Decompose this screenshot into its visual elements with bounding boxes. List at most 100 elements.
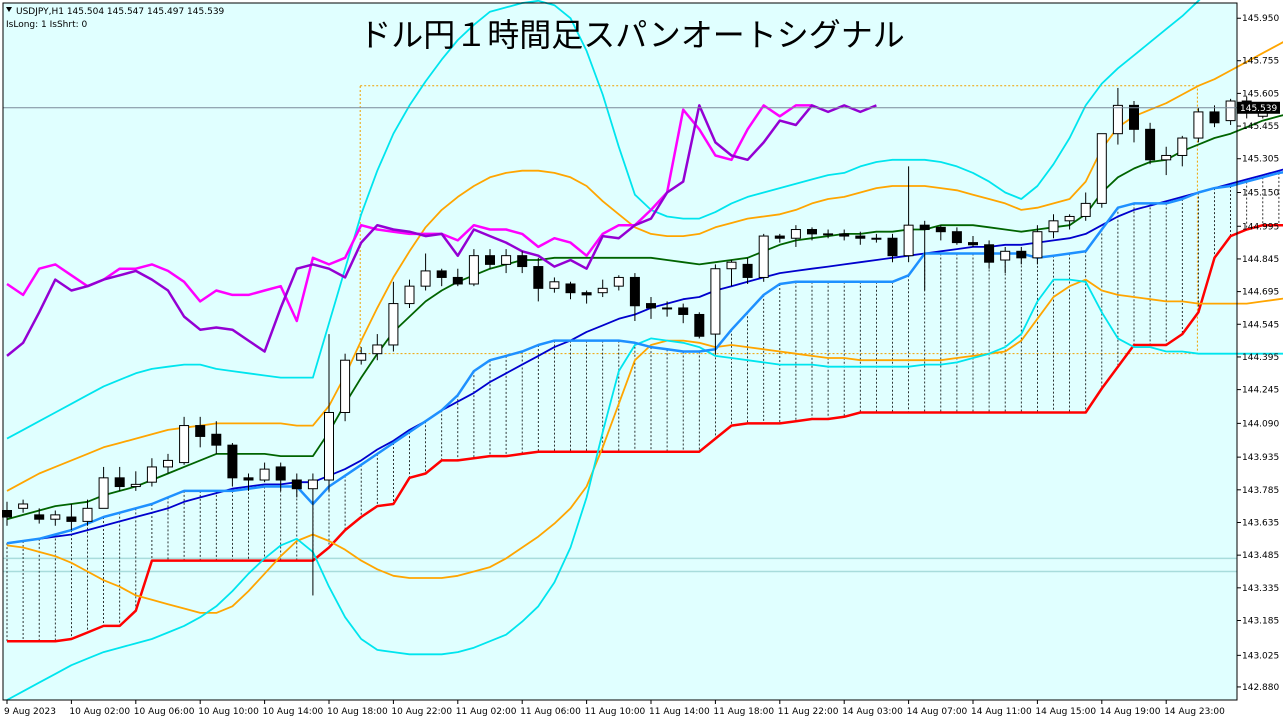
- x-tick-label: 14 Aug 19:00: [1100, 707, 1161, 717]
- candle-body: [774, 235, 785, 239]
- indicator-line: [7, 223, 1283, 643]
- candle-body: [839, 233, 850, 237]
- y-tick-label: 145.455: [1242, 122, 1279, 132]
- plot-frame: [2, 2, 1238, 701]
- candle-body: [565, 283, 576, 294]
- y-tick-label: 144.695: [1242, 288, 1279, 298]
- x-tick-label: 10 Aug 22:00: [391, 707, 452, 717]
- candle-body: [726, 261, 737, 270]
- candle-body: [887, 237, 898, 257]
- candle-body: [807, 229, 817, 235]
- candle-body: [130, 483, 141, 488]
- candle-body: [1193, 111, 1204, 139]
- candle-body: [694, 313, 705, 337]
- candle-body: [549, 281, 560, 289]
- y-tick-label: 144.245: [1242, 386, 1279, 396]
- y-tick-label: 143.025: [1242, 651, 1279, 661]
- candle-body: [275, 466, 286, 481]
- candle-body: [1064, 215, 1075, 222]
- candle-body: [227, 444, 238, 479]
- candle-body: [629, 276, 640, 307]
- y-tick-label: 143.185: [1242, 616, 1279, 626]
- candle-body: [195, 425, 206, 437]
- candle-body: [533, 266, 544, 289]
- x-tick-label: 11 Aug 10:00: [585, 707, 646, 717]
- indicator-line: [6, 278, 1283, 701]
- indicator-lines: [6, 0, 1283, 701]
- candle-body: [1161, 154, 1172, 161]
- candle-body: [742, 263, 753, 278]
- candle-body: [919, 224, 930, 231]
- candle-body: [758, 235, 769, 278]
- y-tick-label: 145.950: [1242, 14, 1279, 24]
- x-tick-label: 11 Aug 14:00: [649, 707, 710, 717]
- x-tick-label: 14 Aug 03:00: [842, 707, 903, 717]
- collapse-triangle-icon[interactable]: [6, 7, 12, 12]
- candle-body: [1177, 137, 1188, 156]
- y-tick-label: 143.335: [1242, 584, 1279, 594]
- candle-body: [951, 231, 962, 244]
- candle-body: [903, 224, 914, 257]
- x-tick-label: 10 Aug 06:00: [134, 707, 195, 717]
- x-tick-label: 9 Aug 2023: [4, 707, 56, 717]
- indicator-line: [6, 41, 1283, 492]
- candle-body: [307, 479, 318, 490]
- y-tick-label: 144.395: [1242, 353, 1279, 363]
- candle-body: [436, 270, 447, 278]
- x-tick-label: 14 Aug 11:00: [971, 707, 1032, 717]
- candle-body: [82, 507, 93, 522]
- candle-body: [501, 255, 512, 265]
- candle-body: [1048, 220, 1059, 233]
- candle-body: [984, 244, 995, 263]
- indicator-line: [6, 104, 812, 323]
- candle-body: [823, 233, 834, 236]
- candle-body: [259, 468, 270, 481]
- x-axis: 9 Aug 2023 10 Aug 02:00 10 Aug 06:00 10 Aug…: [4, 700, 1225, 717]
- candle-body: [1225, 100, 1236, 122]
- indicator-line: [6, 104, 877, 357]
- x-tick-label: 14 Aug 15:00: [1035, 707, 1096, 717]
- candle-body: [1080, 202, 1091, 217]
- candle-body: [871, 237, 882, 240]
- x-tick-label: 10 Aug 02:00: [69, 707, 130, 717]
- candle-body: [1096, 133, 1107, 204]
- candle-body: [1032, 231, 1043, 259]
- candle-body: [452, 276, 463, 285]
- candle-body: [855, 235, 866, 239]
- y-tick-label: 144.995: [1242, 222, 1279, 232]
- candle-body: [243, 477, 254, 481]
- y-axis: 145.950 145.755 145.605 145.455 145.305 145.1…: [1237, 14, 1279, 693]
- candle-body: [372, 344, 383, 355]
- candle-body: [678, 307, 689, 315]
- candle-body: [646, 303, 656, 309]
- y-tick-label: 144.545: [1242, 320, 1279, 330]
- candle-body: [50, 514, 61, 520]
- candle-body: [1000, 250, 1011, 261]
- candle-body: [1016, 250, 1027, 259]
- y-tick-label: 144.845: [1242, 255, 1279, 265]
- candle-body: [1112, 104, 1123, 135]
- candle-body: [388, 303, 399, 346]
- candle-body: [98, 477, 109, 509]
- y-tick-label: 142.880: [1242, 683, 1279, 693]
- x-tick-label: 11 Aug 06:00: [520, 707, 581, 717]
- indicator-line: [6, 114, 1283, 521]
- candle-body: [517, 255, 528, 268]
- candle-body: [662, 307, 673, 310]
- candle-body: [18, 503, 29, 509]
- y-tick-label: 143.935: [1242, 453, 1279, 463]
- candle-body: [163, 459, 173, 468]
- candle-body: [420, 270, 431, 287]
- x-tick-label: 11 Aug 02:00: [456, 707, 517, 717]
- candle-body: [356, 353, 367, 361]
- current-price-tag: [1237, 101, 1280, 114]
- symbol-info: USDJPY,H1 145.504 145.547 145.497 145.53…: [16, 7, 225, 17]
- candle-body: [114, 477, 125, 488]
- candle-body: [1129, 104, 1139, 130]
- x-tick-label: 11 Aug 22:00: [778, 707, 839, 717]
- candle-body: [935, 226, 946, 233]
- candle-body: [404, 285, 415, 305]
- candle-body: [468, 255, 479, 285]
- candle-body: [340, 359, 351, 413]
